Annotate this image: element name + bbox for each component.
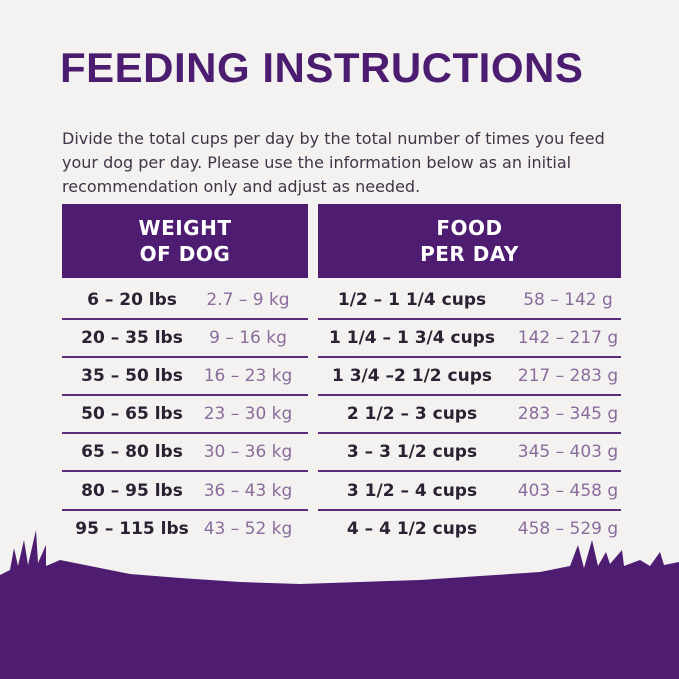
table-cell: 1 1/4 – 1 3/4 cups [329, 328, 495, 349]
table-cell: 2.7 – 9 kg [206, 290, 290, 310]
row-separator [62, 508, 308, 511]
header-line: WEIGHT [138, 216, 232, 240]
table-cell: 403 – 458 g [517, 480, 619, 501]
table-header: WEIGHT OF DOG [62, 204, 308, 278]
table-cell: 4 – 4 1/2 cups [346, 518, 478, 539]
row-separator [318, 318, 621, 320]
row-separator [62, 356, 308, 359]
row-separator [62, 432, 308, 435]
table-cell: 142 – 217 g [517, 328, 619, 349]
table-cell: 58 – 142 g [523, 290, 613, 310]
table-cell: 35 – 50 lbs [81, 366, 183, 387]
table-cell: 283 – 345 g [517, 404, 619, 425]
table-cell: 458 – 529 g [517, 518, 619, 539]
table-cell: 3 – 3 1/2 cups [346, 442, 478, 463]
row-separator [62, 394, 308, 397]
table-cell: 3 1/2 – 4 cups [346, 480, 478, 501]
table-cell: 217 – 283 g [517, 366, 619, 387]
table-cell: 65 – 80 lbs [81, 442, 183, 463]
table-cell: 43 – 52 kg [203, 518, 293, 539]
intro-text: Divide the total cups per day by the tot… [62, 129, 605, 196]
table-cell: 20 – 35 lbs [81, 328, 183, 349]
table-cell: 6 – 20 lbs [87, 290, 177, 310]
table-cell: 23 – 30 kg [203, 404, 293, 425]
table-cell: 50 – 65 lbs [81, 404, 183, 425]
table-cell: 2 1/2 – 3 cups [346, 404, 478, 425]
header-line: OF DOG [139, 242, 231, 266]
header-line: FOOD [436, 216, 503, 240]
table-cell: 9 – 16 kg [209, 328, 287, 349]
table-header: FOOD PER DAY [318, 204, 621, 278]
table-cell: 36 – 43 kg [203, 480, 293, 501]
table-cell: 95 – 115 lbs [75, 518, 189, 539]
row-separator [318, 356, 621, 359]
table-cell: 30 – 36 kg [203, 442, 293, 463]
table-cell: 1/2 – 1 1/4 cups [337, 290, 487, 310]
row-separator [62, 318, 308, 320]
row-separator [62, 470, 308, 473]
row-separator [318, 432, 621, 435]
table-cell: 80 – 95 lbs [81, 480, 183, 501]
table-cell: 16 – 23 kg [203, 366, 293, 387]
row-separator [318, 394, 621, 397]
header-line: PER DAY [420, 242, 519, 266]
row-separator [318, 470, 621, 473]
row-separator [318, 508, 621, 511]
table-cell: 345 – 403 g [517, 442, 619, 463]
table-cell: 1 3/4 –2 1/2 cups [331, 366, 493, 387]
title: FEEDING INSTRUCTIONS [60, 44, 584, 91]
